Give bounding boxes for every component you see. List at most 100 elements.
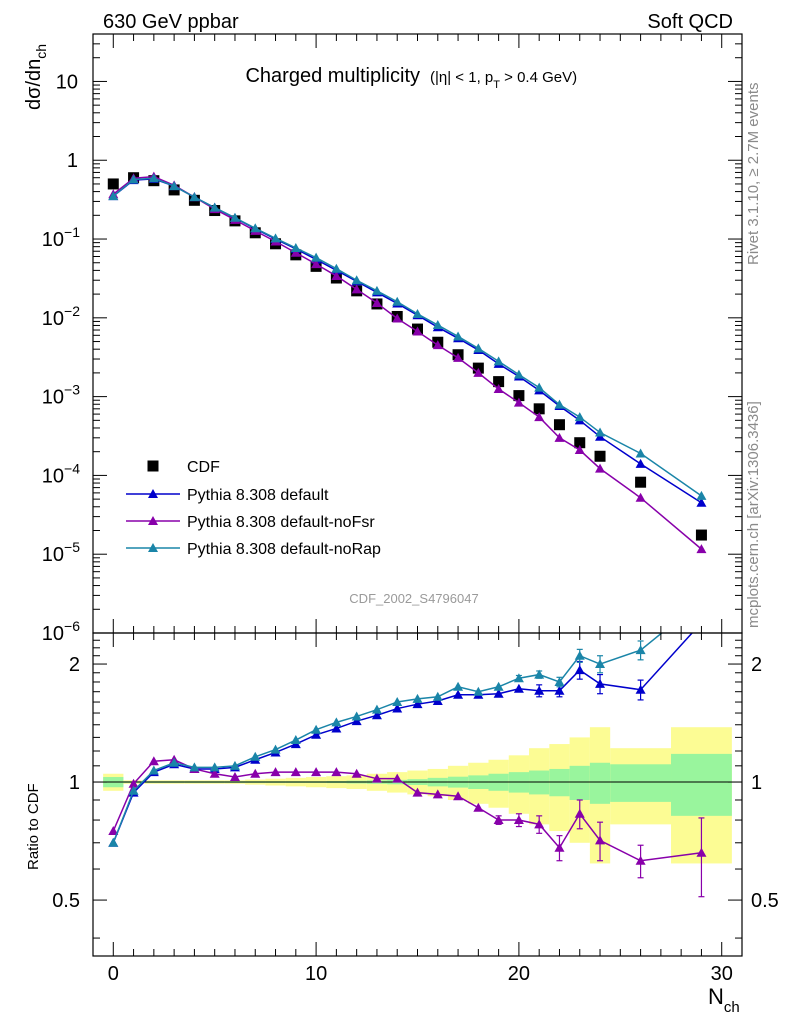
ratio-point-series-0	[595, 678, 606, 688]
ratio-point-series-1	[574, 808, 585, 818]
ratio-point-series-2	[412, 693, 423, 703]
data-point-series-3	[311, 252, 322, 262]
x-axis-label: Nch	[708, 984, 740, 1016]
data-point-series-3	[513, 369, 524, 379]
ratio-point-series-2	[392, 697, 403, 707]
ratio-point-series-1	[432, 789, 443, 799]
data-point-cdf	[513, 390, 525, 402]
ratio-point-series-1	[148, 756, 159, 766]
y-tick-label: 10−6	[42, 618, 80, 645]
ratio-point-series-1	[371, 773, 382, 783]
y-tick-base: 10	[42, 387, 64, 409]
data-point-series-3	[148, 173, 159, 183]
data-point-series-3	[128, 174, 139, 184]
ratio-point-series-2	[574, 650, 585, 660]
stat-band	[589, 762, 611, 804]
x-label-sub: ch	[724, 999, 740, 1016]
ratio-point-series-0	[534, 685, 545, 695]
ratio-point-series-0	[371, 710, 382, 720]
y-tick-label: 10−2	[42, 303, 80, 330]
data-point-series-2	[371, 298, 382, 308]
ratio-point-series-2	[290, 735, 301, 745]
main-marks-layer	[107, 171, 707, 554]
ratio-point-series-2	[108, 837, 119, 847]
ratio-y-axis-label: Ratio to CDF	[25, 783, 42, 870]
data-point-series-2	[635, 492, 646, 502]
ratio-point-series-1	[554, 842, 565, 852]
data-point-series-3	[108, 191, 119, 201]
ratio-point-series-1	[453, 791, 464, 801]
ratio-point-series-0	[331, 723, 342, 733]
series-line-1	[112, 178, 702, 504]
ratio-point-series-1	[128, 778, 139, 788]
data-point-series-3	[595, 427, 606, 437]
ratio-point-series-1	[270, 767, 281, 777]
x-tick-label: 20	[508, 963, 530, 985]
data-point-series-2	[331, 270, 342, 280]
ratio-point-series-2	[229, 760, 240, 770]
y-tick-exp: −4	[64, 460, 80, 476]
ratio-point-series-1	[412, 787, 423, 797]
y-label-sub: ch	[33, 44, 49, 59]
ratio-y-tick-label-left: 2	[69, 654, 80, 676]
data-point-series-3	[290, 242, 301, 252]
ratio-point-series-1	[250, 768, 261, 778]
data-point-cdf	[635, 476, 647, 488]
ratio-point-series-2	[453, 681, 464, 691]
data-point-series-2	[696, 544, 707, 554]
x-tick-label: 10	[305, 963, 327, 985]
data-point-series-3	[696, 490, 707, 500]
ratio-point-series-2	[371, 704, 382, 714]
y-tick-exp: −3	[64, 382, 80, 398]
ratio-point-series-2	[534, 669, 545, 679]
data-point-series-1	[696, 497, 707, 507]
ratio-point-series-1	[473, 802, 484, 812]
ratio-point-series-1	[311, 767, 322, 777]
ratio-point-series-0	[392, 703, 403, 713]
ratio-point-series-2	[250, 751, 261, 761]
data-point-series-3	[432, 320, 443, 330]
data-point-series-2	[534, 412, 545, 422]
ratio-point-series-2	[209, 762, 220, 772]
y-tick-base: 10	[42, 544, 64, 566]
x-tick-label: 0	[108, 963, 119, 985]
ratio-point-series-1	[108, 826, 119, 836]
plot-subtitle: (|η| < 1, pT > 0.4 GeV)	[430, 69, 577, 91]
main-y-axis-label: dσ/dnch	[23, 44, 49, 110]
data-point-series-3	[209, 202, 220, 212]
legend-marker-2	[148, 516, 158, 525]
y-tick-label: 10−4	[42, 460, 80, 487]
stat-band	[549, 768, 570, 797]
data-point-series-2	[290, 247, 301, 257]
data-point-series-3	[473, 343, 484, 353]
data-point-cdf	[553, 419, 565, 431]
ratio-point-series-2	[148, 765, 159, 775]
data-point-series-3	[493, 356, 504, 366]
subtitle-sub: T	[493, 79, 500, 91]
data-point-series-3	[574, 412, 585, 422]
subtitle-post: > 0.4 GeV)	[500, 69, 577, 86]
ratio-point-series-2	[270, 744, 281, 754]
stat-band	[569, 765, 590, 800]
ratio-y-tick-label-left: 0.5	[52, 890, 80, 912]
y-tick-label: 10−3	[42, 382, 80, 409]
ratio-point-series-1	[290, 767, 301, 777]
mcplots-label: mcplots.cern.ch [arXiv:1306.3436]	[745, 401, 762, 628]
ratio-point-series-0	[453, 689, 464, 699]
ratio-point-series-0	[574, 665, 585, 675]
ratio-point-series-1	[696, 847, 707, 857]
header-left: 630 GeV ppbar	[103, 11, 239, 33]
stat-band	[671, 753, 732, 816]
data-point-series-3	[371, 285, 382, 295]
data-point-series-3	[534, 382, 545, 392]
rivet-label: Rivet 3.1.10, ≥ 2.7M events	[745, 83, 762, 266]
ratio-point-series-0	[311, 729, 322, 739]
legend-label-3: Pythia 8.308 default-noRap	[187, 541, 381, 558]
ratio-point-series-2	[128, 785, 139, 795]
x-label-main: N	[708, 984, 724, 1009]
ratio-point-series-0	[513, 683, 524, 693]
ratio-point-series-0	[635, 684, 646, 694]
y-tick-base: 10	[42, 465, 64, 487]
legend-label-1: Pythia 8.308 default	[187, 487, 329, 504]
